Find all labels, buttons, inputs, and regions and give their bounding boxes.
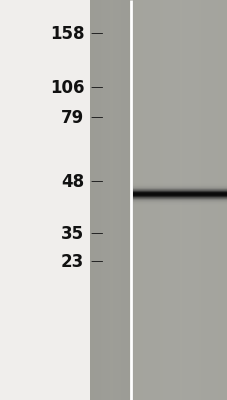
Bar <box>196 0 198 400</box>
Bar <box>198 0 200 400</box>
Bar <box>92 0 93 400</box>
Text: —: — <box>90 112 102 124</box>
Text: —: — <box>90 28 102 40</box>
Bar <box>212 0 215 400</box>
Bar <box>123 0 124 400</box>
Bar <box>124 0 125 400</box>
Text: —: — <box>90 82 102 94</box>
Bar <box>140 0 143 400</box>
Bar <box>114 0 115 400</box>
Bar <box>181 0 184 400</box>
Bar <box>217 0 220 400</box>
Bar <box>155 0 157 400</box>
Text: 158: 158 <box>50 25 84 43</box>
Bar <box>188 0 191 400</box>
Bar <box>133 0 135 400</box>
Bar <box>147 0 150 400</box>
Bar <box>122 0 123 400</box>
Bar <box>90 0 131 400</box>
Bar <box>105 0 106 400</box>
Bar <box>121 0 122 400</box>
Bar <box>95 0 96 400</box>
Bar <box>108 0 109 400</box>
Bar <box>115 0 116 400</box>
Bar <box>162 0 164 400</box>
Bar <box>172 0 174 400</box>
Bar <box>112 0 113 400</box>
Bar <box>118 0 119 400</box>
Bar <box>117 0 118 400</box>
Text: 106: 106 <box>50 79 84 97</box>
Bar <box>93 0 94 400</box>
Bar <box>135 0 138 400</box>
Bar <box>110 0 111 400</box>
Bar <box>131 0 133 400</box>
Bar <box>143 0 145 400</box>
Bar <box>176 0 179 400</box>
Text: 79: 79 <box>61 109 84 127</box>
Text: 35: 35 <box>61 225 84 243</box>
Bar <box>225 0 227 400</box>
Bar <box>186 0 188 400</box>
Bar <box>99 0 100 400</box>
Bar <box>157 0 159 400</box>
Bar <box>0 0 90 400</box>
Bar <box>96 0 97 400</box>
Text: —: — <box>90 176 102 188</box>
Bar <box>129 0 131 400</box>
Bar <box>220 0 222 400</box>
Bar <box>97 0 98 400</box>
Bar <box>90 0 91 400</box>
Bar <box>191 0 193 400</box>
Bar <box>120 0 121 400</box>
Text: —: — <box>90 256 102 268</box>
Bar <box>94 0 95 400</box>
Bar <box>215 0 217 400</box>
Bar <box>101 0 102 400</box>
Bar <box>203 0 205 400</box>
Bar <box>174 0 176 400</box>
Bar <box>138 0 140 400</box>
Bar <box>131 0 227 400</box>
Bar <box>179 0 181 400</box>
Bar <box>109 0 110 400</box>
Bar <box>210 0 212 400</box>
Text: 23: 23 <box>61 253 84 271</box>
Bar <box>103 0 104 400</box>
Bar <box>205 0 208 400</box>
Bar <box>167 0 169 400</box>
Bar <box>102 0 103 400</box>
Bar <box>116 0 117 400</box>
Bar <box>152 0 155 400</box>
Bar <box>107 0 108 400</box>
Bar <box>98 0 99 400</box>
Bar <box>126 0 127 400</box>
Bar <box>119 0 120 400</box>
Bar <box>145 0 147 400</box>
Text: 48: 48 <box>61 173 84 191</box>
Bar <box>125 0 126 400</box>
Bar <box>106 0 107 400</box>
Bar <box>184 0 186 400</box>
Bar <box>113 0 114 400</box>
Bar <box>111 0 112 400</box>
Text: —: — <box>90 228 102 240</box>
Bar <box>100 0 101 400</box>
Bar <box>193 0 196 400</box>
Bar <box>200 0 203 400</box>
Bar <box>169 0 172 400</box>
Bar <box>159 0 162 400</box>
Bar <box>150 0 152 400</box>
Bar <box>164 0 167 400</box>
Bar <box>128 0 129 400</box>
Bar <box>208 0 210 400</box>
Bar <box>91 0 92 400</box>
Bar <box>104 0 105 400</box>
Bar <box>222 0 225 400</box>
